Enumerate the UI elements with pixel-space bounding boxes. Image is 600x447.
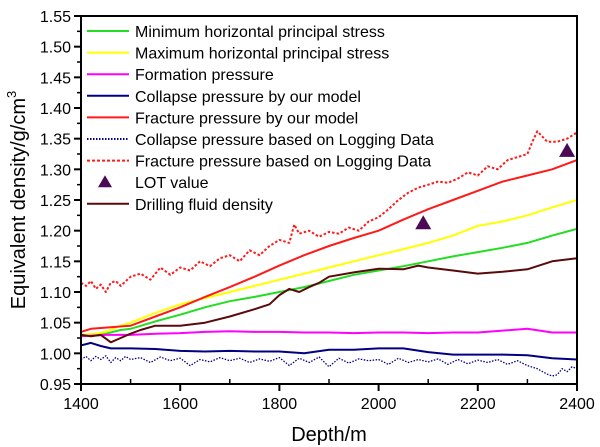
legend-label: Minimum horizontal principal stress [135, 24, 385, 41]
series-line-maximum-horizontal-principal-stress [81, 199, 577, 336]
y-tick-label: 0.95 [40, 377, 71, 394]
series-layer [81, 130, 577, 377]
lot-value-marker [559, 142, 576, 157]
y-axis: 0.95 1.00 1.05 1.10 1.15 1.20 1.25 1.30 1.35 1.40… [40, 9, 81, 394]
legend-label: Formation pressure [135, 67, 274, 84]
legend-item: Minimum horizontal principal stress [87, 24, 385, 41]
legend-label: Collapse pressure based on Logging Data [135, 132, 434, 149]
legend-item: Formation pressure [87, 67, 274, 84]
y-tick-label: 1.45 [40, 70, 71, 87]
legend-label: LOT value [135, 175, 209, 192]
y-tick-label: 1.00 [40, 346, 71, 363]
legend-item: Fracture pressure based on Logging Data [87, 154, 431, 171]
lot-value-marker [415, 215, 432, 230]
y-axis-label: Equivalent density/g/cm3 [4, 91, 30, 309]
series-line-collapse-pressure-by-our-model [81, 341, 577, 361]
x-tick-label: 1800 [262, 396, 298, 413]
legend-item: Drilling fluid density [87, 197, 273, 214]
legend-label: Fracture pressure by our model [135, 110, 358, 127]
series-line-fracture-pressure-based-on-logging-data [81, 130, 577, 293]
legend-label: Drilling fluid density [135, 197, 273, 214]
legend-item: Collapse pressure by our model [87, 89, 361, 106]
y-axis-label-superscript: 3 [4, 91, 19, 98]
legend-item: Collapse pressure based on Logging Data [87, 132, 434, 149]
y-tick-label: 1.15 [40, 254, 71, 271]
y-axis-label-text: Equivalent density/g/cm [8, 98, 30, 309]
y-tick-label: 1.25 [40, 193, 71, 210]
x-tick-label: 2400 [559, 396, 595, 413]
marker-layer [415, 142, 576, 230]
legend-label: Collapse pressure by our model [135, 89, 361, 106]
x-tick-label: 2000 [361, 396, 397, 413]
series-line-fracture-pressure-by-our-model [81, 159, 577, 333]
legend-label: Maximum horizontal principal stress [135, 46, 389, 63]
series-line-minimum-horizontal-principal-stress [81, 227, 577, 336]
y-tick-label: 1.30 [40, 162, 71, 179]
y-tick-label: 1.20 [40, 224, 71, 241]
legend-item: LOT value [98, 175, 209, 192]
series-line-formation-pressure [81, 327, 577, 338]
x-tick-label: 1400 [63, 396, 99, 413]
series-line-drilling-fluid-density [81, 257, 577, 344]
y-tick-label: 1.55 [40, 9, 71, 26]
legend: Minimum horizontal principal stress Maxim… [87, 24, 434, 214]
x-tick-label: 2200 [460, 396, 496, 413]
legend-swatch-triangle [98, 175, 112, 188]
y-tick-label: 1.40 [40, 101, 71, 118]
y-tick-label: 1.10 [40, 285, 71, 302]
y-tick-label: 1.50 [40, 40, 71, 57]
legend-item: Fracture pressure by our model [87, 110, 358, 127]
x-axis: 1400 1600 1800 2000 2200 2400 [63, 379, 595, 413]
legend-item: Maximum horizontal principal stress [87, 46, 389, 63]
x-tick-label: 1600 [162, 396, 198, 413]
legend-label: Fracture pressure based on Logging Data [135, 154, 431, 171]
series-line-collapse-pressure-based-on-logging-data [81, 355, 577, 377]
y-tick-label: 1.05 [40, 316, 71, 333]
x-axis-label: Depth/m [291, 424, 367, 446]
y-tick-label: 1.35 [40, 132, 71, 149]
